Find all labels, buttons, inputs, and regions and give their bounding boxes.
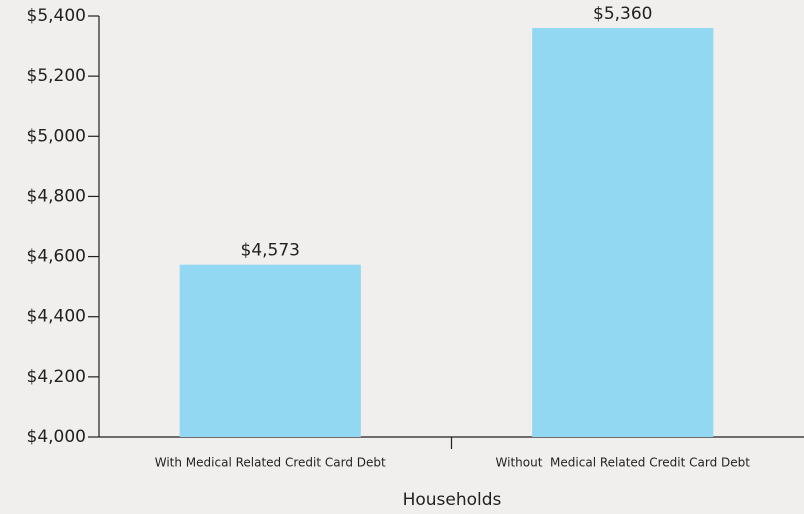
y-tick-label: $4,400 [27, 307, 86, 327]
bar [532, 28, 714, 438]
bar [179, 264, 361, 437]
y-tick-label: $5,200 [27, 66, 86, 86]
y-tick-label: $4,600 [27, 247, 86, 267]
y-tick-label: $5,000 [27, 126, 86, 146]
x-axis-label: Households [403, 490, 502, 510]
x-tick-label: With Medical Related Credit Card Debt [155, 456, 386, 470]
y-tick-label: $4,200 [27, 367, 86, 387]
y-tick-label: $5,400 [27, 6, 86, 26]
x-tick-label: Without Medical Related Credit Card Debt [496, 456, 751, 470]
value-label: $5,360 [593, 4, 652, 24]
y-tick-label: $4,000 [27, 427, 86, 447]
value-label: $4,573 [241, 241, 300, 261]
y-tick-label: $4,800 [27, 186, 86, 206]
